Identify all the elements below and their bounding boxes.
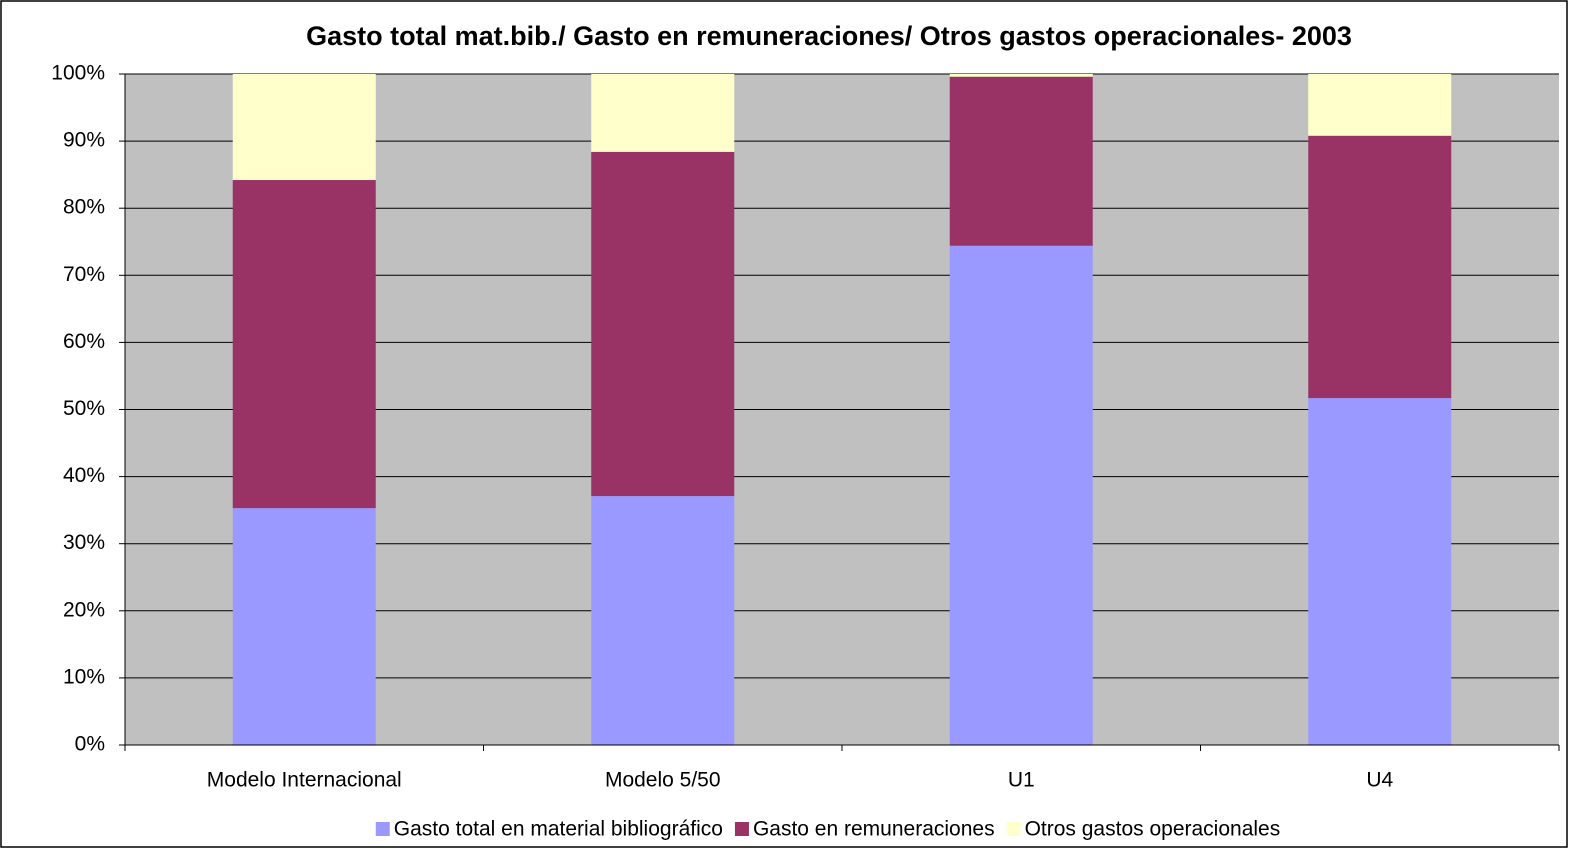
legend-swatch xyxy=(375,822,390,836)
legend-swatch xyxy=(734,822,749,836)
bar-segment xyxy=(232,74,376,181)
bar-segment xyxy=(232,508,376,745)
bar-segment xyxy=(949,245,1093,745)
x-tick-label: Modelo 5/50 xyxy=(605,769,721,792)
bar-segment xyxy=(1308,74,1452,136)
y-tick-label: 100% xyxy=(51,62,105,85)
bar-segment xyxy=(591,74,735,152)
y-tick-label: 60% xyxy=(63,330,105,353)
y-tick-label: 10% xyxy=(63,665,105,688)
legend-label: Gasto en remuneraciones xyxy=(753,818,995,841)
bar-segment xyxy=(949,74,1093,77)
x-tick-label: U4 xyxy=(1366,769,1393,792)
x-tick-label: U1 xyxy=(1008,769,1035,792)
legend-swatch xyxy=(1006,822,1021,836)
bar-segment xyxy=(949,76,1093,246)
legend-label: Otros gastos operacionales xyxy=(1025,818,1281,841)
bar-segment xyxy=(1308,135,1452,399)
y-tick-label: 30% xyxy=(63,531,105,554)
bar-segment xyxy=(591,151,735,497)
y-tick-label: 40% xyxy=(63,464,105,487)
y-tick-label: 90% xyxy=(63,129,105,152)
bar-segment xyxy=(1308,398,1452,745)
bar-segment xyxy=(232,180,376,509)
legend-label: Gasto total en material bibliográfico xyxy=(394,818,723,841)
y-tick-label: 20% xyxy=(63,598,105,621)
chart-title: Gasto total mat.bib./ Gasto en remunerac… xyxy=(306,21,1352,51)
y-tick-label: 70% xyxy=(63,263,105,286)
x-tick-label: Modelo Internacional xyxy=(207,769,402,792)
y-tick-label: 80% xyxy=(63,196,105,219)
y-tick-label: 50% xyxy=(63,397,105,420)
y-tick-label: 0% xyxy=(75,733,105,756)
bar-segment xyxy=(591,496,735,745)
